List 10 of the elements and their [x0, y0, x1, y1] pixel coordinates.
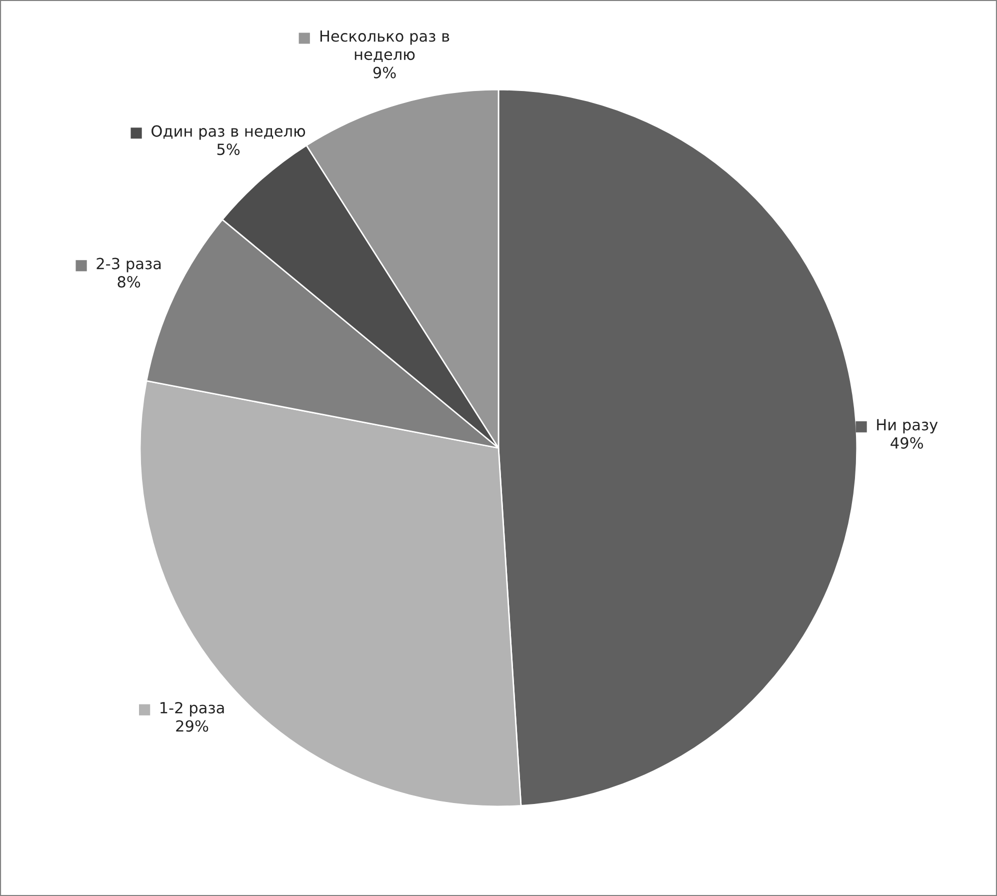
legend-label: Один раз в неделю	[152, 125, 306, 140]
legend-label: Ни разу	[877, 419, 938, 434]
data-label: 29%	[176, 720, 208, 732]
data-label: 5%	[217, 144, 240, 156]
data-label: 8%	[118, 276, 140, 288]
data-label: 9%	[373, 66, 396, 78]
data-label: 49%	[890, 437, 924, 449]
legend-label: 1-2 раза	[160, 702, 224, 716]
legend-label: Несколько раз в неделю	[320, 30, 450, 62]
legend-label: 2-3 раза	[96, 258, 161, 272]
